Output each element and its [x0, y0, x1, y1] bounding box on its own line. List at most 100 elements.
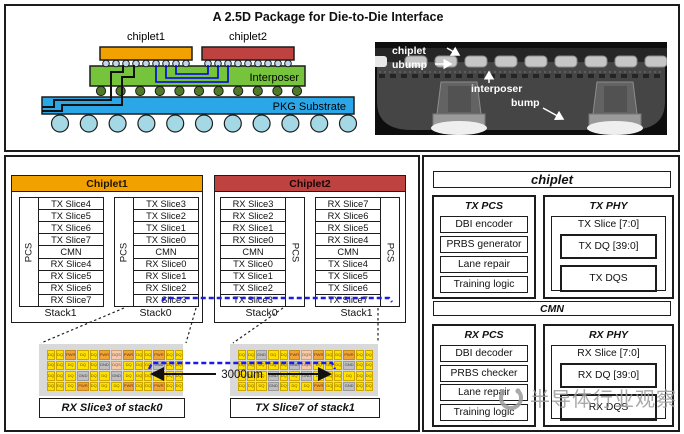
- bump-cell-dqs: DQS: [111, 350, 122, 360]
- bump-cell-dq: DQ: [364, 381, 373, 391]
- bump-cell-dq: DQ: [47, 381, 55, 391]
- slice-cell: TX Slice2: [134, 210, 198, 223]
- chiplet-block-diagram-panel: chiplet TX PCS DBI encoder PRBS generator…: [422, 155, 680, 432]
- bump-cell-pwr: PWR: [153, 350, 165, 360]
- bump-cell-dq: DQ: [174, 371, 183, 381]
- rx-dq-box: RX DQ [39:0]: [560, 363, 657, 388]
- slice-cell: RX Slice6: [39, 283, 103, 295]
- block-item: Lane repair: [440, 384, 528, 402]
- bump-cell-dq: DQ: [77, 360, 89, 370]
- bump-cell-dq: DQ: [334, 371, 343, 381]
- bump-cell-dq: DQ: [313, 360, 325, 370]
- cmn-bar: CMN: [433, 301, 671, 316]
- bump-cell-dq: DQ: [279, 350, 288, 360]
- bump-cell-dqs: DQS: [301, 350, 313, 360]
- bump-cell-dq: DQ: [56, 381, 64, 391]
- bump-cell-dq: DQ: [98, 381, 111, 391]
- bump-cell-dq: DQ: [247, 381, 255, 391]
- bump-cell-dq: DQ: [98, 371, 111, 381]
- rx-bumpmap-caption: RX Slice3 of stack0: [39, 398, 185, 418]
- bump-cell-dq: DQ: [334, 360, 343, 370]
- slice-cell: TX Slice1: [134, 222, 198, 235]
- bump-cell-dq: DQ: [267, 350, 279, 360]
- pcs-label: PCS: [23, 242, 35, 262]
- bump-cell-dq: DQ: [47, 360, 55, 370]
- bump-cell-dq: DQ: [144, 360, 153, 370]
- bump-cell-dq: DQ: [279, 371, 288, 381]
- bump-cell-dq: DQ: [334, 350, 343, 360]
- stack-label: Stack1: [340, 307, 373, 319]
- bump-cell-dq: DQ: [288, 381, 301, 391]
- photo-interposer-label: interposer: [471, 83, 522, 95]
- tx-bumpmap-panel: DQ DQ GND DQ DQ PWR DQS PWR DQ DQ PWR DQ DQ DQ DQ DQ DQ D…: [230, 344, 378, 396]
- bump-cell-dq: DQ: [135, 371, 144, 381]
- bump-cell-dq: DQ: [313, 371, 325, 381]
- chiplet2-die: [201, 46, 295, 61]
- bump-cell-dq: DQ: [267, 360, 279, 370]
- slice-cell: RX Slice7: [316, 198, 380, 211]
- bump-cell-dq: DQ: [355, 371, 364, 381]
- tx-phy-box: TX PHY TX Slice [7:0] TX DQ [39:0] TX DQ…: [543, 195, 674, 299]
- tx-phy-title: TX PHY: [589, 200, 628, 212]
- photo-bump-arrow: [542, 107, 565, 120]
- bump-cell-dq: DQ: [364, 350, 373, 360]
- bump-cell-dq: DQ: [165, 371, 174, 381]
- slice-cell: TX Slice0: [134, 234, 198, 247]
- bump-cell-dq: DQ: [111, 381, 122, 391]
- bump-cell-dq: DQ: [135, 350, 144, 360]
- bump-cell-dq: DQ: [238, 360, 246, 370]
- rx-bumpmap-panel: DQ DQ PWR DQ DQ PWR DQS PWR DQ DQ PWR DQ DQ DQ DQ DQ DQ D…: [39, 344, 183, 396]
- bump-cell-dq: DQ: [325, 381, 334, 391]
- bump-cell-dq: DQ: [355, 360, 364, 370]
- bump-cell-gnd: GND: [267, 381, 279, 391]
- ball-row: [50, 114, 358, 133]
- chiplet1-label: chiplet1: [127, 31, 165, 43]
- bump-cell-dq: DQ: [256, 360, 267, 370]
- photo-chiplet-arrow: [446, 46, 461, 56]
- block-item: DBI decoder: [440, 345, 528, 362]
- rx-phy-box: RX PHY RX Slice [7:0] RX DQ [39:0] RX DQ…: [543, 324, 674, 427]
- bump-cell-dq: DQ: [325, 360, 334, 370]
- slice-cell: RX Slice3: [145, 295, 187, 306]
- bump-cell-dq: DQ: [174, 360, 183, 370]
- slice-cell: RX Slice1: [134, 271, 198, 283]
- chiplet2-header: Chiplet2: [215, 176, 405, 192]
- bump-cell-dq: DQ: [65, 381, 77, 391]
- bump-cell-dq: DQ: [238, 371, 246, 381]
- chiplet-stacks-panel: Chiplet1 PCS TX Slice4 TX Slice5 TX Slice6…: [4, 155, 420, 432]
- bump-cell-dq: DQ: [325, 350, 334, 360]
- block-item: PRBS generator: [440, 236, 528, 253]
- slice-cell: TX Slice4: [39, 198, 103, 211]
- package-overview-panel: A 2.5D Package for Die-to-Die Interface …: [4, 4, 680, 152]
- bump-cell-gnd: GND: [98, 360, 111, 370]
- photo-left-bump: [431, 81, 487, 135]
- slice-cell: TX Slice7: [328, 295, 368, 306]
- bump-cell-dq: DQ: [364, 371, 373, 381]
- tx-dq-box: TX DQ [39:0]: [560, 234, 657, 259]
- bump-cell-dq: DQ: [65, 360, 77, 370]
- bump-cell-pwr: PWR: [343, 350, 355, 360]
- block-item: Training logic: [440, 276, 528, 293]
- slice-cell: RX Slice4: [316, 234, 380, 247]
- substrate-bar: [41, 96, 355, 115]
- tx-bumpmap-grid: DQ DQ GND DQ DQ PWR DQS PWR DQ DQ PWR DQ DQ DQ DQ DQ DQ D…: [238, 350, 373, 391]
- chiplet2-stack1-slices: RX Slice7 RX Slice6 RX Slice5 RX Slice4 CMN T…: [315, 197, 381, 307]
- block-diagram-title: chiplet: [433, 171, 671, 188]
- package-cartoon: chiplet1 chiplet2 Interposer PKG Substra…: [41, 31, 358, 133]
- bump-cell-gnd: GND: [288, 360, 301, 370]
- bump-row: [95, 85, 303, 97]
- bump-cell-dq: DQ: [355, 381, 364, 391]
- chiplet2-label: chiplet2: [229, 31, 267, 43]
- bump-cell-dq: DQ: [47, 350, 55, 360]
- slice-cell: CMN: [316, 246, 380, 259]
- block-item: Lane repair: [440, 256, 528, 273]
- bump-cell-dq: DQ: [301, 381, 313, 391]
- panel-title: A 2.5D Package for Die-to-Die Interface: [212, 10, 444, 24]
- bump-cell-dqs: DQS: [301, 360, 313, 370]
- watermark-text: 半导体行业观察: [530, 389, 677, 411]
- bump-cell-dq: DQ: [279, 381, 288, 391]
- watermark: 半导体行业观察: [497, 383, 677, 412]
- bump-cell-dq: DQ: [89, 371, 98, 381]
- slice-cell: RX Slice6: [316, 210, 380, 223]
- chiplet2-box: Chiplet2 RX Slice3 RX Slice2 RX Slice1 RX S…: [214, 175, 406, 323]
